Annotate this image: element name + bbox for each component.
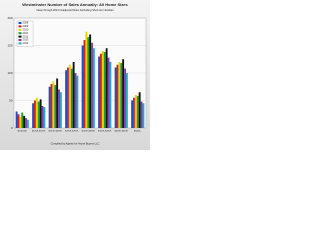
footer: Compiled by Agents for Home Buyers LLC [51,142,100,146]
bar [100,53,102,128]
bar [87,37,90,128]
bar [89,34,92,128]
legend-label: 2011 [23,31,29,35]
bar [25,118,27,128]
bar [114,67,117,128]
x-tick-label: $100K-$150K [32,131,46,133]
y-tick-label: 150 [7,43,12,47]
bar [124,68,126,128]
bar [131,100,134,128]
bar [98,56,101,128]
bar [138,92,141,128]
bar [120,63,123,128]
bar [65,70,68,128]
legend-label: 2008 [23,21,29,25]
bar [48,86,51,128]
bar [58,89,60,128]
bar [101,51,104,128]
bar [142,103,145,128]
bar [107,57,110,128]
y-tick-label: 0 [11,126,13,130]
x-tick-label: $0-$100K [18,131,28,133]
bar [81,45,84,128]
legend-swatch [18,22,22,24]
legend-swatch [18,39,22,41]
bar [15,111,18,128]
bar [92,48,95,128]
bar [134,95,137,128]
bar [140,101,143,128]
bar [21,112,24,128]
bar [50,84,53,128]
bar [76,75,79,128]
bar [125,73,128,128]
y-tick-label: 100 [7,71,12,75]
y-tick-label: 50 [9,98,13,102]
bar [122,59,125,128]
legend-swatch [18,35,22,38]
bar [35,97,38,128]
legend-swatch [18,42,22,45]
legend-label: 2014 [23,41,29,45]
x-tick-label: $250K-$300K [82,131,96,133]
bar [91,42,93,128]
legend-label: 2009 [23,24,29,28]
legend-label: 2013 [23,38,29,42]
bar [26,119,29,128]
bar [39,99,42,128]
bar [23,115,26,128]
bar [103,52,106,128]
bar [19,117,22,128]
bar [70,68,73,128]
bar [136,96,139,128]
bar [52,81,55,128]
bar [67,67,69,128]
bar [43,107,46,128]
x-tick-label: $300K-$400K [98,131,112,133]
y-tick-label: 200 [7,16,12,20]
bar [85,31,88,128]
x-tick-label: $500K+ [134,131,142,133]
chart-title: Westminster Number of Sales Annually: Al… [22,2,128,7]
bar [68,64,71,128]
bar [74,73,77,128]
legend-label: 2012 [23,34,29,38]
bar [37,101,40,128]
bar [54,85,57,128]
bar [83,40,86,128]
x-tick-label: $400K-$500K [115,131,129,133]
bar [41,106,44,128]
bar [116,64,119,128]
legend-label: 2010 [23,27,29,31]
bar [34,100,36,128]
bar [133,97,135,128]
chart: Westminster Number of Sales Annually: Al… [0,0,150,150]
legend-swatch [18,32,22,35]
bar [17,114,20,128]
legend-swatch [18,25,22,28]
bar [59,92,62,128]
bar [118,62,121,128]
x-tick-label: $150K-$200K [49,131,63,133]
bar [56,78,59,128]
legend-swatch [18,28,22,31]
bar [109,62,112,128]
bar [105,48,108,128]
x-tick-label: $200K-$250K [65,131,79,133]
bar [32,103,35,128]
chart-subtitle: Value through 2014 Unadjusted Data, Excl… [36,8,114,12]
bar [72,62,75,128]
